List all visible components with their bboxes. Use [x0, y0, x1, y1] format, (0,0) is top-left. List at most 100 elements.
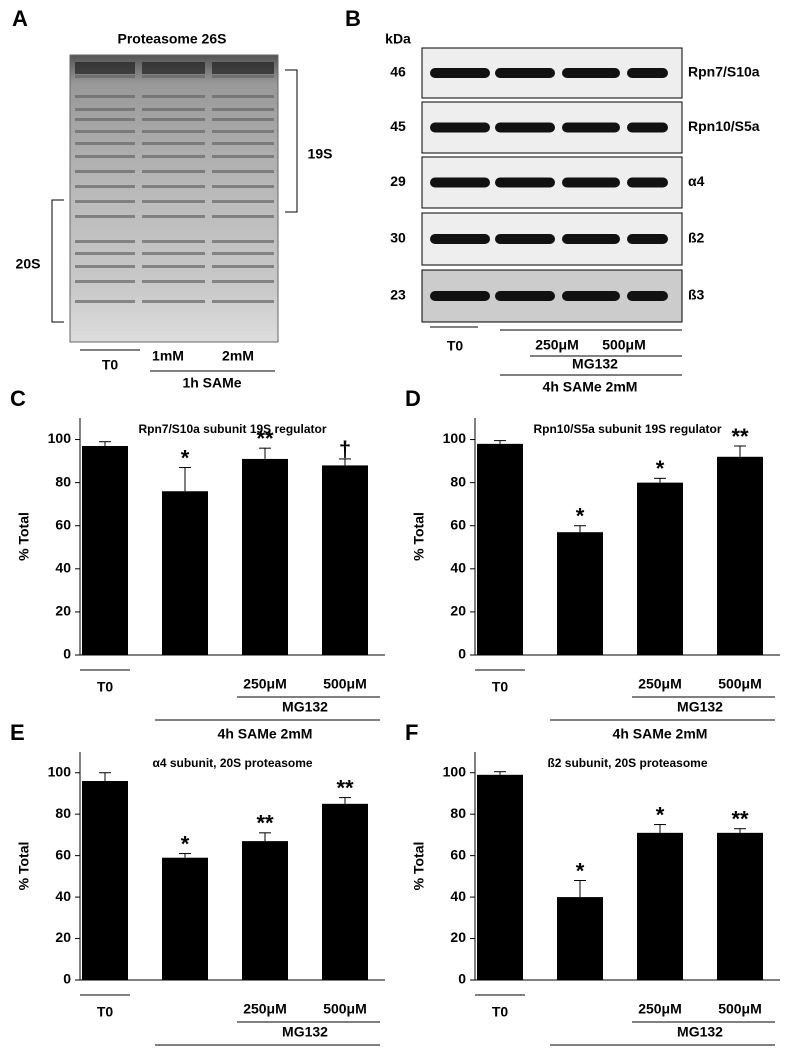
significance: *	[181, 445, 190, 470]
y-tick-label: 40	[55, 560, 71, 576]
y-tick-label: 40	[450, 560, 466, 576]
blot-band	[562, 68, 620, 78]
kda-label: 23	[390, 287, 406, 303]
gel-band	[75, 215, 135, 218]
gel-band	[75, 95, 135, 98]
gel-band	[212, 62, 274, 68]
y-tick-label: 20	[55, 603, 71, 619]
gel-band	[142, 252, 205, 255]
protein-label: ß2	[688, 230, 705, 246]
lane-label: 2mM	[222, 348, 254, 364]
y-tick-label: 0	[458, 646, 466, 662]
x-tick-label: 500μM	[323, 1001, 367, 1017]
bar	[637, 832, 683, 980]
blot-band	[562, 122, 620, 133]
bar	[242, 841, 288, 980]
y-tick-label: 20	[450, 603, 466, 619]
protein-label: Rpn7/S10a	[688, 64, 760, 80]
gel-bands	[75, 62, 274, 303]
blot-band	[495, 291, 555, 301]
lane-label: 250μM	[535, 337, 579, 353]
x-tick-label: 500μM	[718, 676, 762, 692]
blot-band	[495, 234, 555, 244]
unit-label: kDa	[385, 31, 411, 47]
group-label: 4h SAMe 2mM	[543, 379, 638, 395]
blot-band	[627, 122, 668, 133]
kda-label: 45	[390, 118, 406, 134]
y-tick-label: 80	[450, 805, 466, 821]
significance: *	[576, 504, 585, 529]
gel-band	[212, 265, 274, 268]
gel-band	[75, 118, 135, 121]
sub-label: MG132	[282, 1024, 328, 1040]
gel-band	[212, 95, 274, 98]
blot-band	[627, 234, 668, 244]
x-tick-label: T0	[97, 1004, 114, 1020]
y-tick-label: 100	[443, 430, 467, 446]
gel-band	[75, 280, 135, 283]
gel-band	[142, 170, 205, 173]
gel-band	[142, 215, 205, 218]
gel-band	[75, 185, 135, 188]
sub-label: MG132	[572, 356, 618, 372]
gel-band	[212, 170, 274, 173]
bar	[242, 458, 288, 655]
y-tick-label: 60	[450, 846, 466, 862]
group-label: 1h SAMe	[182, 375, 241, 391]
blot-band	[495, 122, 555, 133]
significance: *	[656, 456, 665, 481]
x-tick-label: 500μM	[718, 1001, 762, 1017]
blot-band	[627, 68, 668, 78]
gel-band	[212, 200, 274, 203]
gel-band	[212, 155, 274, 158]
x-tick-label: 500μM	[323, 676, 367, 692]
gel-band	[142, 240, 205, 243]
gel-band	[142, 155, 205, 158]
gel-band	[142, 265, 205, 268]
blot-band	[562, 234, 620, 244]
gel-band	[142, 118, 205, 121]
bar	[477, 443, 523, 655]
y-tick-label: 40	[450, 888, 466, 904]
y-tick-label: 20	[55, 929, 71, 945]
blot-band	[627, 291, 668, 301]
significance: **	[731, 807, 749, 832]
chart-title: Rpn7/S10a subunit 19S regulator	[138, 422, 326, 436]
y-axis-label: % Total	[16, 842, 32, 891]
blot-band	[562, 291, 620, 301]
y-axis-label: % Total	[16, 512, 32, 561]
gel-band	[75, 155, 135, 158]
y-axis-label: % Total	[411, 512, 427, 561]
gel-band	[142, 68, 205, 74]
significance: **	[256, 426, 274, 451]
bracket-label: 19S	[308, 146, 333, 162]
bracket	[285, 69, 298, 213]
gel-band	[142, 75, 205, 78]
x-tick-label: 250μM	[638, 676, 682, 692]
protein-label: α4	[688, 173, 705, 189]
lane-label: 1mM	[152, 348, 184, 364]
bar	[82, 446, 128, 655]
y-tick-label: 60	[450, 516, 466, 532]
gel-band	[75, 68, 135, 74]
panel-label: B	[345, 6, 361, 31]
significance: *	[181, 831, 190, 856]
gel-band	[212, 108, 274, 111]
gel-band	[212, 280, 274, 283]
bar	[322, 465, 368, 655]
gel-band	[75, 130, 135, 133]
sub-label: MG132	[677, 1024, 723, 1040]
panel-label: F	[405, 720, 418, 745]
blot-band	[495, 68, 555, 78]
gel-band	[75, 200, 135, 203]
y-tick-label: 60	[55, 516, 71, 532]
kda-label: 29	[390, 173, 406, 189]
y-tick-label: 60	[55, 846, 71, 862]
y-tick-label: 0	[63, 971, 71, 987]
gel-band	[75, 62, 135, 68]
group-label: 4h SAMe 2mM	[613, 726, 708, 742]
x-tick-label: 250μM	[638, 1001, 682, 1017]
panel-label: D	[405, 386, 421, 411]
bar	[322, 803, 368, 980]
